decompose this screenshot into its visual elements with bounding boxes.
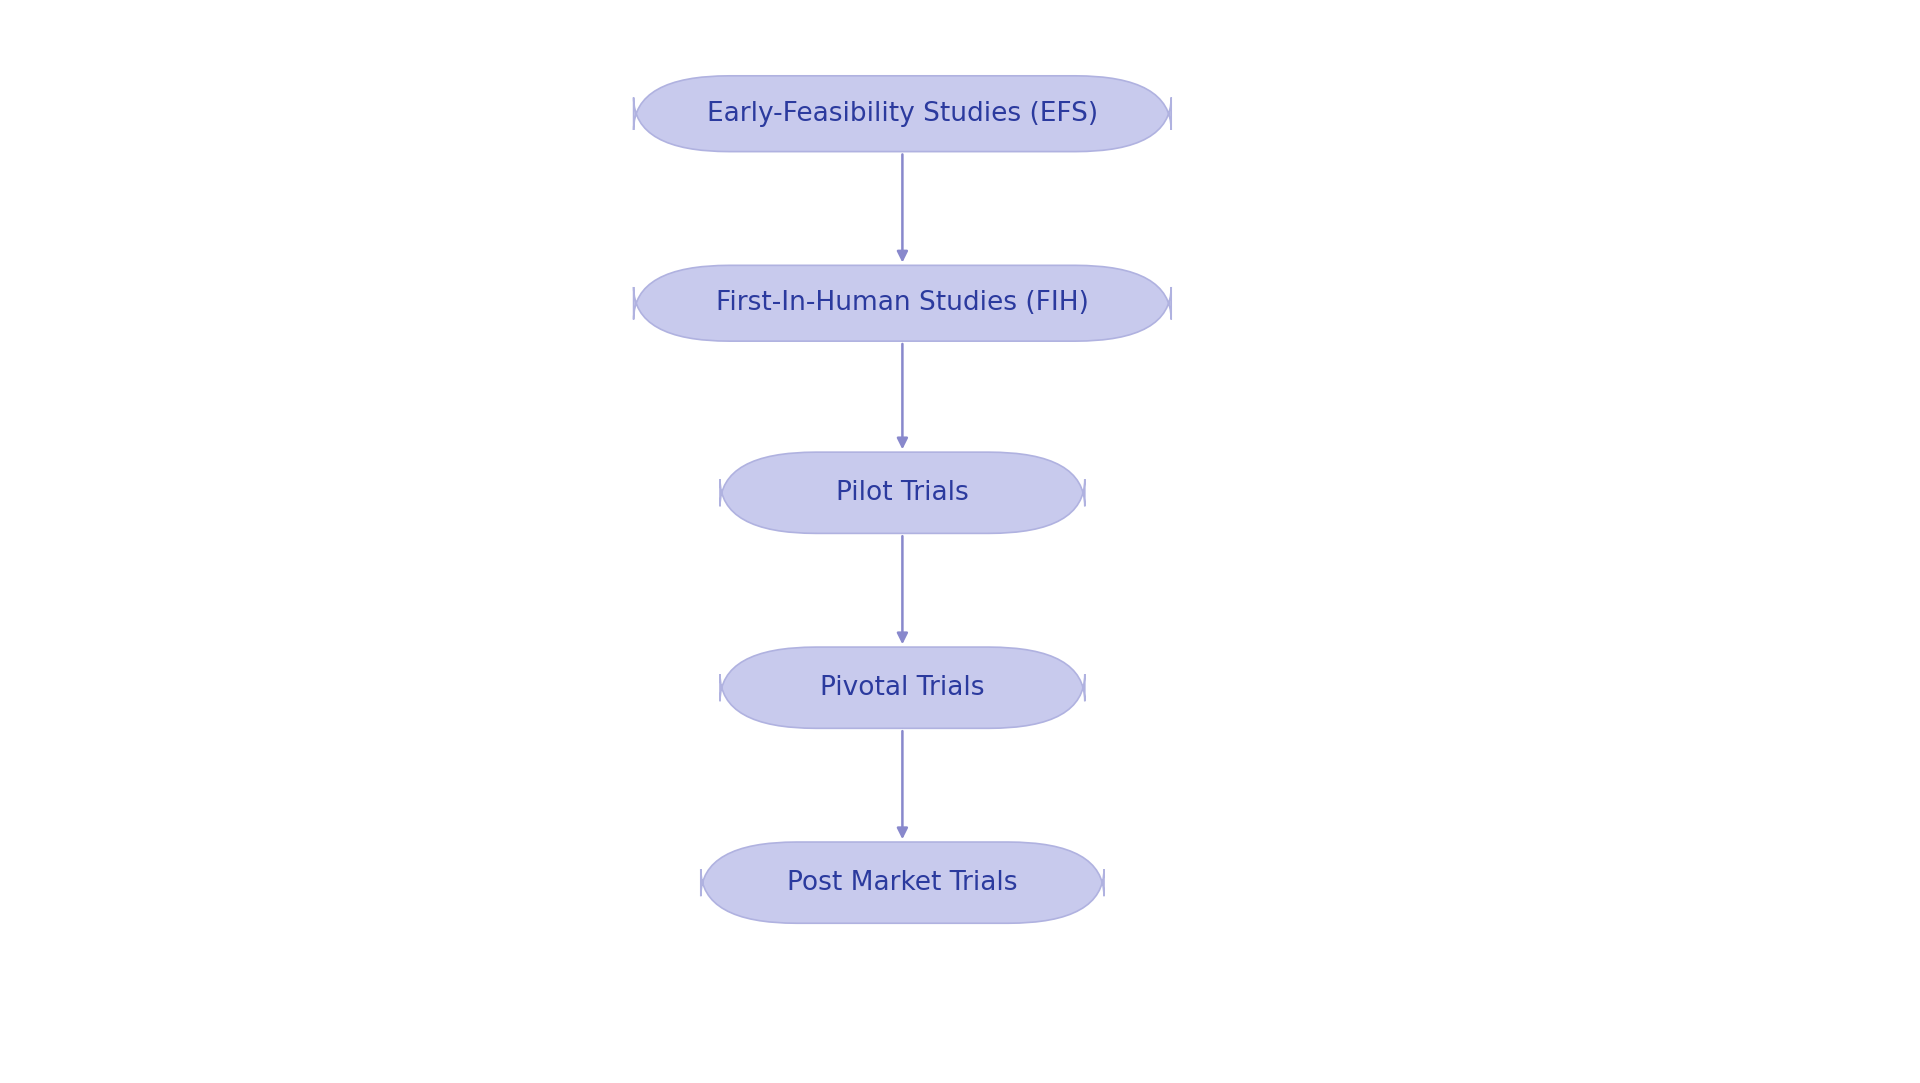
- FancyBboxPatch shape: [634, 265, 1171, 341]
- Text: Pivotal Trials: Pivotal Trials: [820, 675, 985, 701]
- Text: Pilot Trials: Pilot Trials: [835, 480, 970, 506]
- FancyBboxPatch shape: [701, 843, 1104, 923]
- FancyBboxPatch shape: [720, 647, 1085, 728]
- Text: Early-Feasibility Studies (EFS): Early-Feasibility Studies (EFS): [707, 101, 1098, 127]
- Text: Post Market Trials: Post Market Trials: [787, 870, 1018, 896]
- FancyBboxPatch shape: [634, 76, 1171, 152]
- FancyBboxPatch shape: [720, 453, 1085, 533]
- Text: First-In-Human Studies (FIH): First-In-Human Studies (FIH): [716, 290, 1089, 316]
